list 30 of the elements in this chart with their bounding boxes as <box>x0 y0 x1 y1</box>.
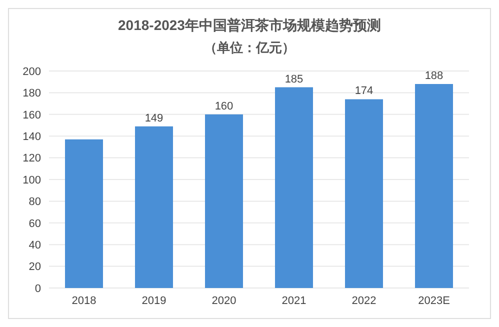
y-tick-label: 40 <box>28 240 41 252</box>
y-tick-label: 140 <box>22 131 41 144</box>
y-tick-label: 200 <box>22 66 41 78</box>
x-tick-label: 2018 <box>72 294 96 307</box>
bar <box>65 139 103 288</box>
chart-subtitle: （单位：亿元） <box>203 39 296 57</box>
y-tick-label: 120 <box>22 152 41 165</box>
data-label: 160 <box>214 100 234 112</box>
bar <box>275 87 313 288</box>
data-label: 149 <box>144 112 164 124</box>
y-tick-label: 180 <box>22 88 41 100</box>
x-tick-label: 2022 <box>352 294 376 307</box>
y-tick-label: 100 <box>22 174 41 186</box>
bar <box>415 84 453 288</box>
y-tick-label: 20 <box>28 261 41 274</box>
bar <box>205 114 243 288</box>
bar <box>345 99 383 288</box>
data-label: 188 <box>424 70 444 82</box>
y-tick-label: 0 <box>34 282 41 295</box>
data-label: 185 <box>284 73 304 86</box>
y-tick-label: 160 <box>22 109 41 122</box>
x-tick-label: 2019 <box>142 294 166 307</box>
y-tick-label: 60 <box>28 218 41 230</box>
data-label: 174 <box>354 85 374 98</box>
x-tick-label: 2020 <box>212 294 236 307</box>
x-tick-label: 2023E <box>418 294 450 307</box>
chart-title: 2018-2023年中国普洱茶市场规模趋势预测 <box>117 17 382 35</box>
bar <box>135 126 173 288</box>
y-tick-label: 80 <box>28 196 41 208</box>
x-tick-label: 2021 <box>282 294 306 307</box>
